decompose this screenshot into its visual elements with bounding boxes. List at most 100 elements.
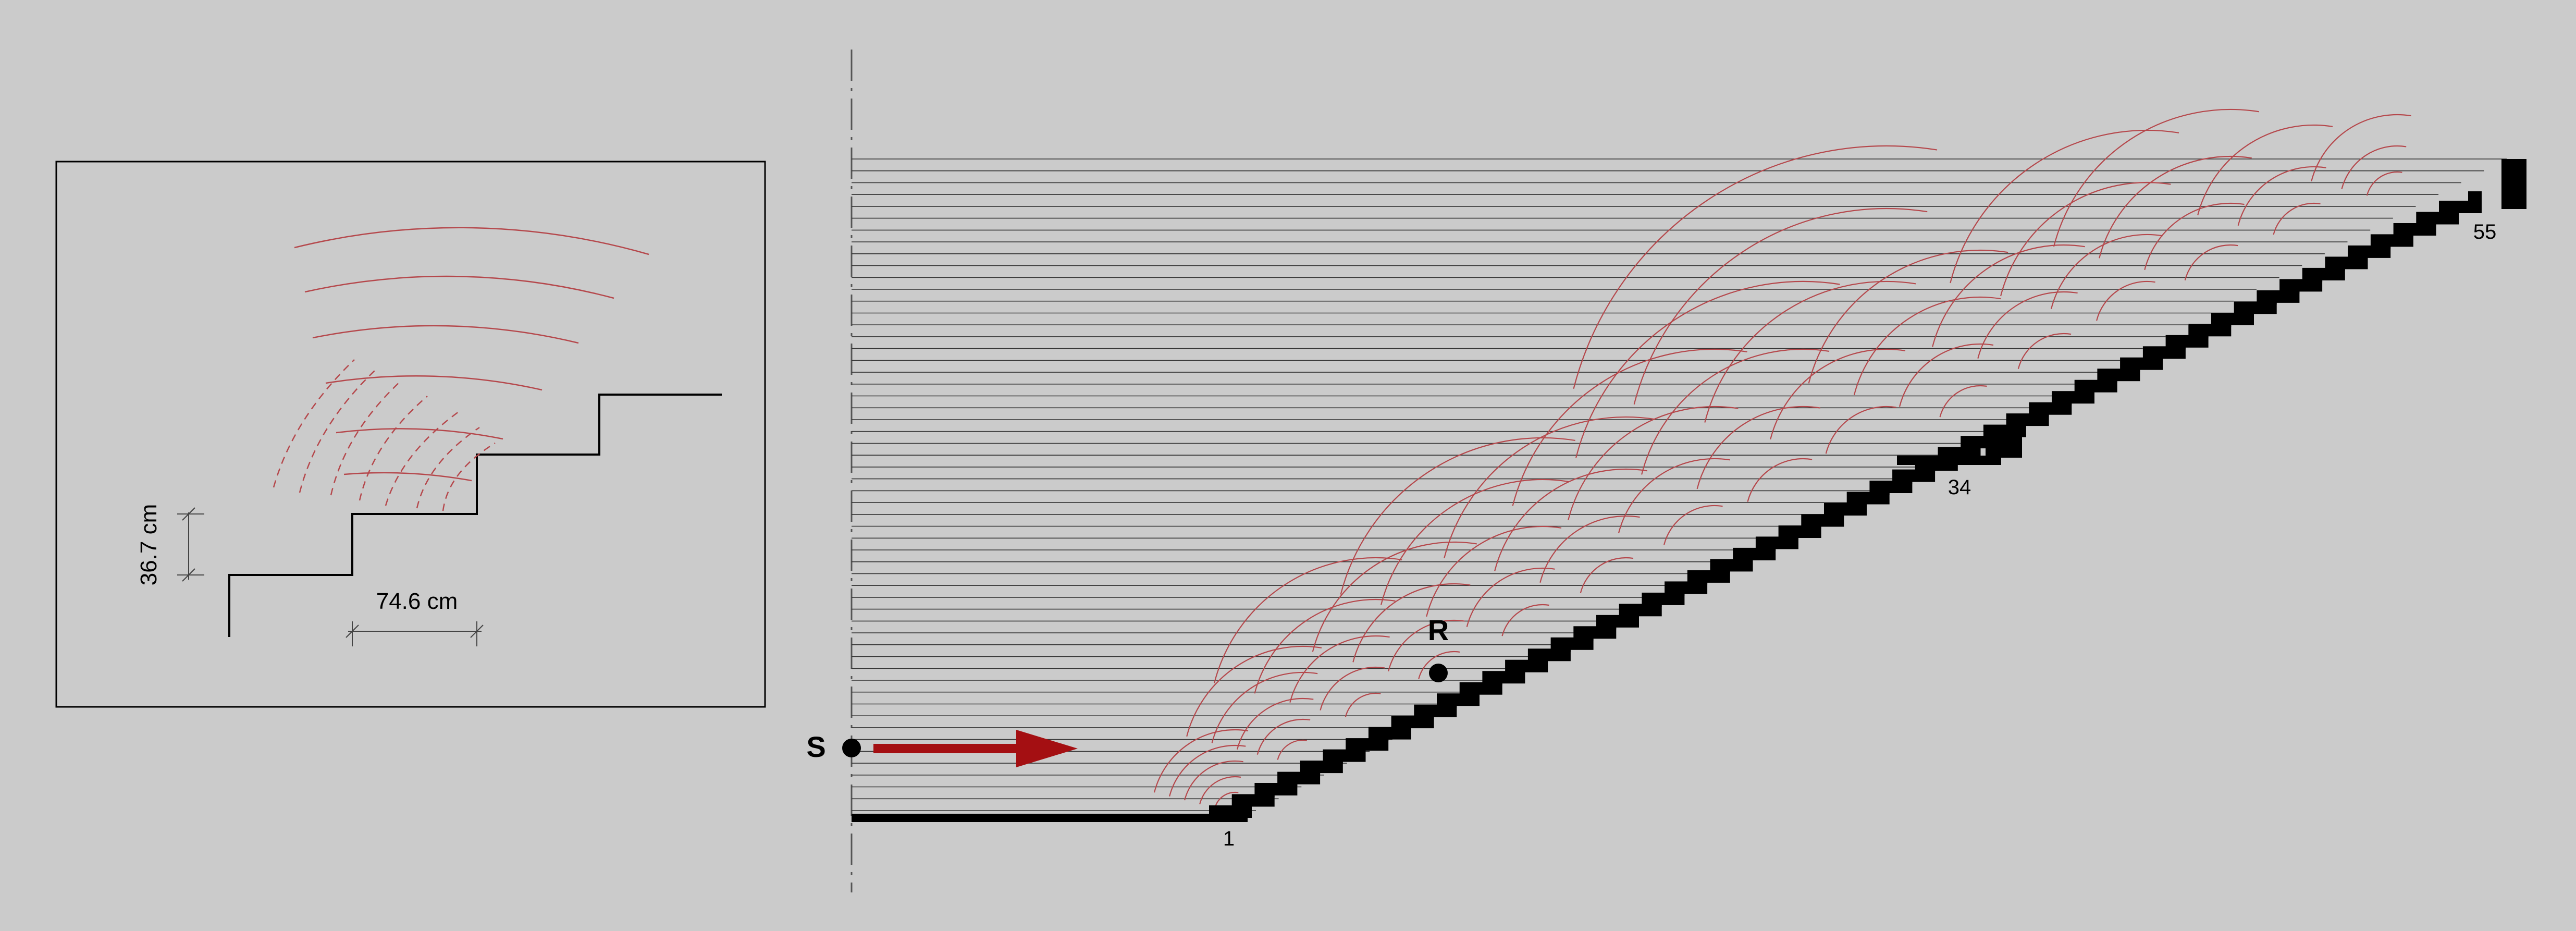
landing-block-34	[1986, 428, 2022, 458]
wave-arc	[1825, 406, 1896, 454]
detail-wave-arc	[343, 472, 472, 482]
wave-arc	[1277, 739, 1307, 760]
detail-wave-arc	[312, 325, 579, 344]
wave-arc	[1199, 776, 1241, 804]
detail-panel: 36.7 cm 74.6 cm	[55, 161, 766, 708]
step-label-55: 55	[2473, 220, 2497, 243]
wave-arc	[1381, 479, 1569, 605]
riser-dimension-label: 36.7 cm	[136, 504, 162, 586]
landing-block-55	[2501, 159, 2526, 209]
landing-slab-34	[1897, 456, 2001, 465]
wave-arc	[1466, 567, 1555, 627]
wave-arc	[1512, 348, 1747, 506]
tread-dimension-label: 74.6 cm	[376, 589, 458, 614]
receiver-point	[1429, 664, 1448, 682]
wave-arc	[1211, 671, 1318, 743]
wave-arc	[2237, 166, 2326, 226]
wave-arc	[1641, 348, 1830, 475]
receiver-label: R	[1428, 614, 1449, 646]
wave-arc	[1312, 541, 1477, 652]
wave-arc	[2050, 234, 2163, 309]
detail-wave-arc	[294, 227, 649, 255]
wave-arc	[1186, 645, 1322, 737]
wave-arc	[2311, 114, 2411, 181]
wave-arc	[1169, 744, 1246, 797]
wave-arc	[2000, 181, 2171, 297]
detail-dashed-arc	[359, 396, 428, 501]
tread-dimension	[346, 621, 484, 646]
source-label: S	[806, 730, 825, 763]
wave-arc	[2273, 202, 2321, 235]
wave-arc	[1770, 348, 1906, 440]
wave-arc	[1340, 437, 1575, 595]
stair-section: S R 1 34 55	[806, 50, 2526, 892]
wave-arc	[1899, 343, 1994, 407]
wave-arc	[2017, 333, 2072, 369]
wave-arc	[2341, 145, 2407, 189]
wave-arc	[1418, 651, 1460, 679]
row-lines	[852, 158, 2507, 811]
wave-arc	[1256, 718, 1311, 755]
detail-wave-arc	[336, 428, 503, 440]
direction-arrow-head	[1016, 730, 1078, 767]
detail-dashed-arc	[273, 359, 355, 488]
detail-dashed-arc	[416, 426, 480, 509]
wave-arc	[1950, 129, 2179, 284]
wave-arc	[1853, 296, 2001, 396]
wave-arc	[1289, 635, 1390, 703]
wave-arc	[1580, 557, 1634, 593]
detail-dashed-arc	[385, 411, 459, 506]
detail-frame	[55, 161, 766, 708]
detail-dashed-arc	[442, 442, 496, 511]
wave-arc	[1320, 666, 1385, 710]
wave-arc	[1696, 406, 1821, 489]
wave-arc	[1494, 468, 1647, 571]
stair-steps	[1209, 191, 2482, 818]
detail-dashed-arc	[299, 370, 376, 493]
direction-arrow-shaft	[873, 744, 1021, 753]
step-label-1: 1	[1223, 827, 1235, 850]
wave-arc	[1568, 406, 1739, 521]
wave-arc	[2053, 108, 2259, 247]
wave-arc	[1388, 619, 1465, 671]
wave-arc	[1184, 760, 1243, 801]
wave-arc	[1444, 416, 1656, 558]
wave-arc	[1214, 791, 1239, 808]
wave-arc	[1237, 697, 1314, 750]
wave-arc	[2366, 171, 2402, 196]
detail-wave-arc	[325, 375, 543, 391]
wave-arc	[1633, 207, 1928, 405]
wave-arc	[2184, 244, 2238, 280]
wave-arc	[1573, 145, 1938, 389]
source-point	[842, 739, 861, 757]
riser-dimension	[177, 507, 204, 582]
wave-arc	[1214, 557, 1402, 683]
wave-arc	[2096, 280, 2155, 321]
section-reflected-waves	[1153, 108, 2411, 808]
step-label-34: 34	[1948, 476, 1971, 499]
wave-arc	[1426, 525, 1562, 617]
wave-arc	[2144, 202, 2245, 270]
wave-arc	[1977, 291, 2078, 359]
wave-arc	[1932, 244, 2085, 347]
wave-arc	[1808, 249, 2008, 384]
wave-arc	[1345, 692, 1381, 717]
stair-riser	[2468, 191, 2482, 204]
detail-wave-arc	[304, 275, 614, 299]
wave-arc	[1352, 583, 1471, 663]
wave-arc	[1254, 598, 1396, 694]
detail-dashed-arc	[330, 380, 402, 496]
detail-stair-profile	[228, 394, 722, 637]
wave-arc	[2197, 124, 2333, 216]
detail-reflected-waves	[273, 227, 649, 511]
wave-arc	[2099, 155, 2252, 259]
wave-arc	[1575, 280, 1840, 458]
wave-arc	[1539, 515, 1640, 583]
wave-arc	[1663, 505, 1723, 545]
floor-slab	[852, 814, 1248, 822]
wave-arc	[1704, 280, 1916, 423]
wave-arc	[1501, 604, 1549, 636]
wave-arc	[1747, 458, 1813, 502]
wave-arc	[1939, 385, 1987, 418]
